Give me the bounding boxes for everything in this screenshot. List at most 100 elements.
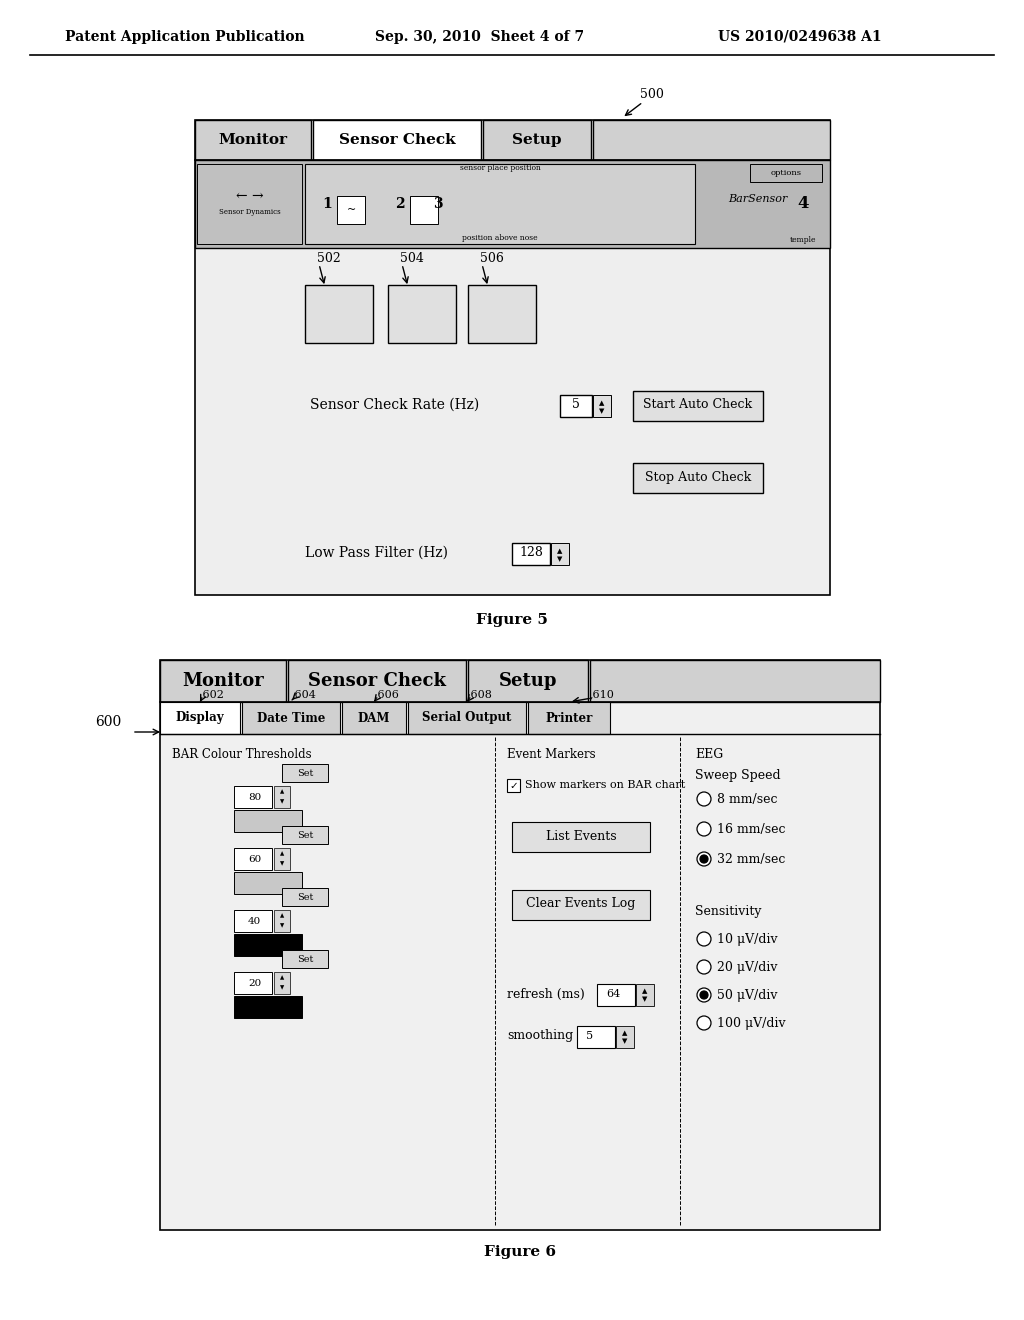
Text: Sep. 30, 2010  Sheet 4 of 7: Sep. 30, 2010 Sheet 4 of 7 bbox=[376, 30, 585, 44]
Text: ▼: ▼ bbox=[280, 862, 284, 866]
Bar bbox=[195, 160, 830, 248]
Bar bbox=[633, 391, 763, 421]
Bar bbox=[636, 983, 654, 1006]
Bar bbox=[337, 195, 365, 224]
Bar bbox=[274, 972, 290, 994]
Text: Date Time: Date Time bbox=[257, 711, 326, 725]
Text: ▼: ▼ bbox=[557, 556, 562, 562]
Text: 1: 1 bbox=[323, 197, 332, 211]
Bar bbox=[750, 164, 822, 182]
Bar bbox=[593, 120, 830, 160]
Text: 502: 502 bbox=[317, 252, 341, 265]
Bar bbox=[551, 543, 569, 565]
Bar bbox=[577, 1026, 615, 1048]
Text: ▼: ▼ bbox=[280, 800, 284, 804]
Bar bbox=[410, 195, 438, 224]
Text: ▲: ▲ bbox=[280, 913, 284, 919]
Text: Sensor Check: Sensor Check bbox=[308, 672, 446, 690]
Text: ,608: ,608 bbox=[468, 689, 493, 700]
Text: 504: 504 bbox=[400, 252, 424, 265]
Text: 40: 40 bbox=[248, 916, 261, 925]
Bar bbox=[512, 543, 550, 565]
Text: Figure 5: Figure 5 bbox=[476, 612, 548, 627]
Text: 16 mm/sec: 16 mm/sec bbox=[717, 822, 785, 836]
Text: options: options bbox=[770, 169, 802, 177]
Bar bbox=[408, 702, 526, 734]
Text: Printer: Printer bbox=[546, 711, 593, 725]
Text: temple: temple bbox=[790, 236, 816, 244]
Text: Low Pass Filter (Hz): Low Pass Filter (Hz) bbox=[305, 546, 449, 560]
Text: 20: 20 bbox=[248, 978, 261, 987]
Text: BAR Colour Thresholds: BAR Colour Thresholds bbox=[172, 747, 311, 760]
Text: 5: 5 bbox=[586, 1031, 593, 1041]
Text: Setup: Setup bbox=[499, 672, 557, 690]
Bar bbox=[288, 660, 466, 702]
Text: BarSensor: BarSensor bbox=[728, 194, 787, 205]
Bar bbox=[313, 120, 481, 160]
Circle shape bbox=[697, 987, 711, 1002]
Bar bbox=[305, 285, 373, 343]
Bar bbox=[195, 120, 311, 160]
Bar bbox=[468, 285, 536, 343]
Text: Figure 6: Figure 6 bbox=[484, 1245, 556, 1259]
Text: 600: 600 bbox=[95, 715, 121, 729]
Text: 500: 500 bbox=[640, 88, 664, 102]
Bar bbox=[242, 702, 340, 734]
Text: ▲: ▲ bbox=[642, 987, 648, 994]
Circle shape bbox=[697, 960, 711, 974]
Bar bbox=[388, 285, 456, 343]
Bar bbox=[160, 660, 286, 702]
Text: ▼: ▼ bbox=[623, 1038, 628, 1044]
Text: EEG: EEG bbox=[695, 747, 723, 760]
Bar bbox=[195, 120, 830, 595]
Circle shape bbox=[697, 792, 711, 807]
Text: 3: 3 bbox=[433, 197, 442, 211]
Bar bbox=[234, 847, 272, 870]
Text: 50 μV/div: 50 μV/div bbox=[717, 989, 777, 1002]
Text: 8 mm/sec: 8 mm/sec bbox=[717, 792, 777, 805]
Text: ▼: ▼ bbox=[280, 986, 284, 990]
Text: Set: Set bbox=[297, 954, 313, 964]
Text: ~: ~ bbox=[346, 205, 355, 215]
Bar bbox=[512, 822, 650, 851]
Text: ,610: ,610 bbox=[590, 689, 614, 700]
Text: ,606: ,606 bbox=[375, 689, 400, 700]
Circle shape bbox=[700, 991, 708, 999]
Text: position above nose: position above nose bbox=[462, 234, 538, 242]
Text: 32 mm/sec: 32 mm/sec bbox=[717, 853, 785, 866]
Text: 80: 80 bbox=[248, 792, 261, 801]
Text: US 2010/0249638 A1: US 2010/0249638 A1 bbox=[718, 30, 882, 44]
Bar bbox=[274, 847, 290, 870]
Text: ▲: ▲ bbox=[280, 851, 284, 857]
Text: 60: 60 bbox=[248, 854, 261, 863]
Text: ▲: ▲ bbox=[599, 400, 605, 407]
Bar bbox=[234, 972, 272, 994]
Bar bbox=[234, 935, 302, 956]
Text: Sensor Check Rate (Hz): Sensor Check Rate (Hz) bbox=[310, 399, 479, 412]
Text: Sensor Dynamics: Sensor Dynamics bbox=[219, 209, 281, 216]
Text: Start Auto Check: Start Auto Check bbox=[643, 399, 753, 412]
Text: Set: Set bbox=[297, 830, 313, 840]
Text: Clear Events Log: Clear Events Log bbox=[526, 898, 636, 911]
Text: ▲: ▲ bbox=[623, 1030, 628, 1036]
Bar bbox=[197, 164, 302, 244]
Text: Patent Application Publication: Patent Application Publication bbox=[66, 30, 305, 44]
Text: 20 μV/div: 20 μV/div bbox=[717, 961, 777, 974]
Bar bbox=[597, 983, 635, 1006]
Text: Monitor: Monitor bbox=[218, 133, 288, 147]
Bar bbox=[528, 702, 610, 734]
Bar bbox=[593, 395, 611, 417]
Text: ▼: ▼ bbox=[642, 997, 648, 1002]
Bar bbox=[160, 660, 880, 1230]
Bar bbox=[633, 463, 763, 492]
Circle shape bbox=[697, 1016, 711, 1030]
Bar bbox=[560, 395, 592, 417]
Circle shape bbox=[697, 932, 711, 946]
Text: ← →: ← → bbox=[237, 189, 264, 203]
Bar bbox=[234, 810, 302, 832]
Text: 4: 4 bbox=[798, 195, 809, 213]
Text: 10 μV/div: 10 μV/div bbox=[717, 932, 777, 945]
Bar bbox=[282, 826, 328, 843]
Text: ▼: ▼ bbox=[599, 408, 605, 414]
Text: ,604: ,604 bbox=[292, 689, 316, 700]
